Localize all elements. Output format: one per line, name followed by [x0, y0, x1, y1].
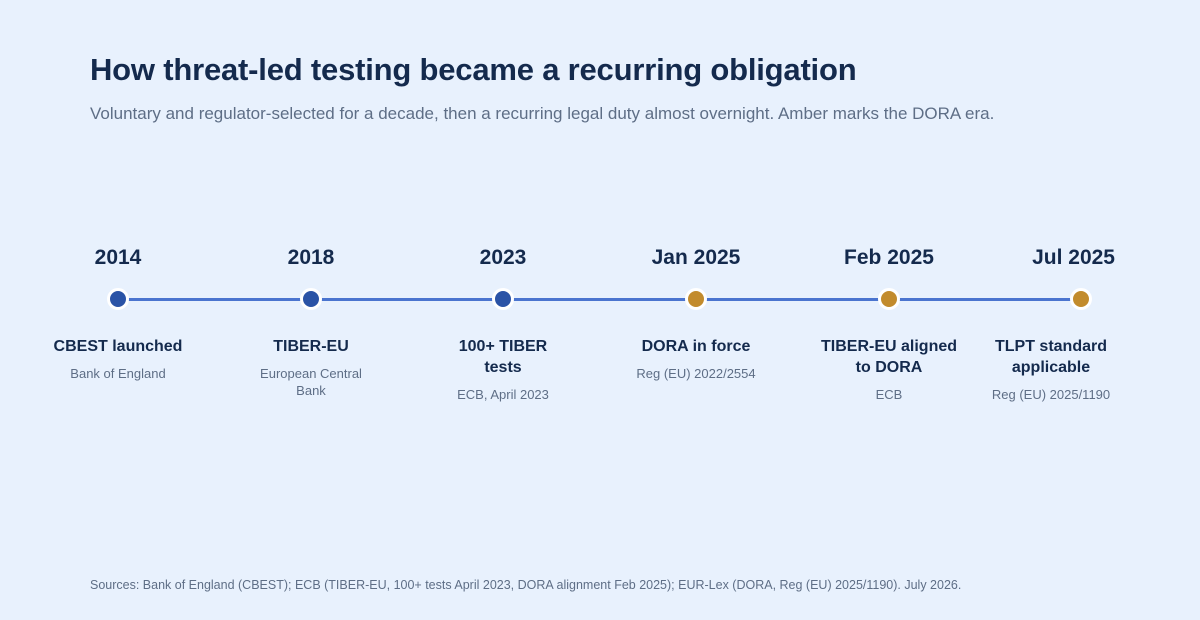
milestone-label: CBEST launched Bank of England	[38, 336, 198, 382]
milestone-date: Jul 2025	[1032, 246, 1115, 269]
milestone-title: DORA in force	[641, 338, 751, 355]
milestone-title: TIBER-EU aligned to DORA	[821, 338, 958, 376]
milestone-label: TIBER-EU European Central Bank	[231, 336, 391, 399]
page-title: How threat-led testing became a recurrin…	[90, 52, 857, 87]
milestone-title: TIBER-EU	[273, 338, 349, 355]
timeline-track	[118, 298, 1081, 301]
milestone-detail: Reg (EU) 2025/1190	[991, 387, 1111, 402]
milestone-date: 2018	[287, 246, 335, 269]
milestone-date: Jan 2025	[651, 246, 741, 269]
milestone-label: TIBER-EU aligned to DORA ECB	[809, 336, 969, 403]
milestone-marker	[1070, 288, 1092, 310]
milestone-detail: Reg (EU) 2022/2554	[636, 366, 756, 381]
milestone-detail: Bank of England	[70, 366, 166, 381]
milestone-marker	[107, 288, 129, 310]
milestone-marker	[878, 288, 900, 310]
milestone-label: TLPT standard applicable Reg (EU) 2025/1…	[971, 336, 1131, 403]
milestone-date: Feb 2025	[844, 246, 934, 269]
milestone-label: 100+ TIBER tests ECB, April 2023	[423, 336, 583, 403]
sources-note: Sources: Bank of England (CBEST); ECB (T…	[90, 578, 962, 592]
milestone-label: DORA in force Reg (EU) 2022/2554	[616, 336, 776, 382]
milestone-title: 100+ TIBER tests	[458, 338, 548, 376]
milestone-date: 2014	[94, 246, 142, 269]
milestone-title: TLPT standard applicable	[994, 338, 1107, 376]
page-subtitle: Voluntary and regulator-selected for a d…	[90, 104, 995, 123]
milestone-detail: ECB	[875, 387, 903, 402]
milestone-detail: European Central Bank	[260, 366, 362, 398]
milestone-marker	[300, 288, 322, 310]
milestone-date: 2023	[479, 246, 527, 269]
milestone-marker	[685, 288, 707, 310]
milestone-marker	[492, 288, 514, 310]
milestone-title: CBEST launched	[53, 338, 183, 355]
milestone-detail: ECB, April 2023	[457, 387, 549, 402]
